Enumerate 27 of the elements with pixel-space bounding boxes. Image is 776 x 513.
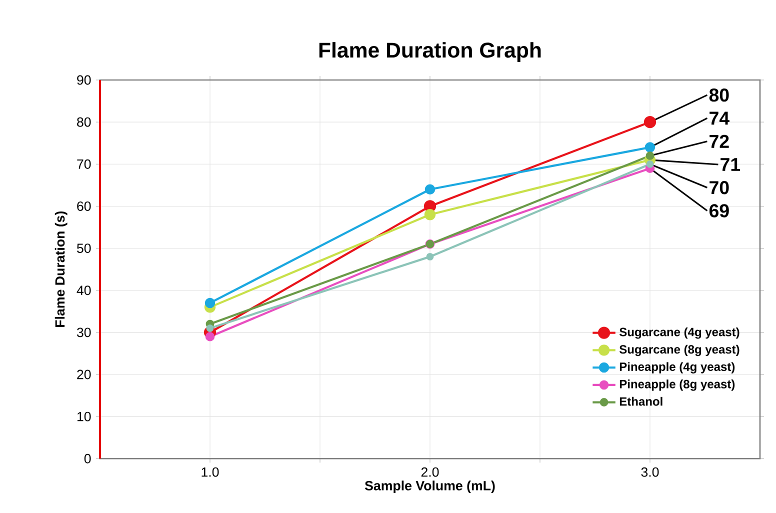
- y-tick-label: 20: [77, 370, 91, 380]
- y-tick-label: 60: [77, 201, 91, 211]
- x-axis-title: Sample Volume (mL): [364, 480, 495, 493]
- x-tick-label: 3.0: [641, 467, 659, 477]
- data-label: 74: [710, 112, 730, 124]
- legend-label: Sugarcane (8g yeast): [619, 344, 740, 356]
- x-tick-label: 1.0: [202, 467, 219, 477]
- x-tick-label: 2.0: [421, 467, 439, 477]
- y-tick-label: 10: [77, 412, 91, 422]
- legend-label: Pineapple (4g yeast): [620, 362, 735, 374]
- data-label: 72: [710, 134, 729, 148]
- y-tick-label: 50: [77, 243, 91, 253]
- data-label: 80: [709, 88, 729, 102]
- data-label: 70: [710, 180, 729, 194]
- y-tick-label: 30: [76, 328, 91, 337]
- y-tick-label: 0: [84, 454, 91, 464]
- y-tick-label: 70: [77, 159, 91, 169]
- data-label: 71: [720, 158, 740, 171]
- legend-label: Sugarcane (4g yeast): [619, 327, 740, 339]
- y-tick-label: 90: [77, 75, 91, 85]
- data-label: 69: [709, 204, 729, 218]
- legend-label: Ethanol: [620, 396, 662, 406]
- y-tick-label: 80: [77, 117, 91, 127]
- chart-title: Flame Duration Graph: [319, 42, 541, 62]
- y-axis-title: Flame Duration (s): [54, 211, 68, 327]
- legend-label: Pineapple (8g yeast): [620, 379, 735, 391]
- y-tick-label: 40: [76, 285, 91, 295]
